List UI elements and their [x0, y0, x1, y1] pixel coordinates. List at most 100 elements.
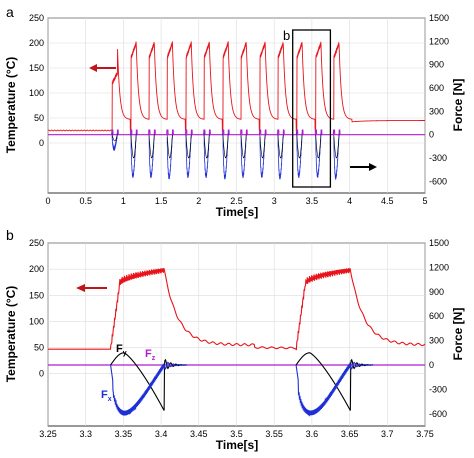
- y-left-tick-label: 250: [29, 238, 44, 248]
- y-right-tick-label: 1500: [429, 238, 449, 248]
- x-tick-label: 3.5: [230, 429, 243, 439]
- y-right-tick-label: 1200: [429, 36, 449, 46]
- series-fz: [48, 129, 425, 136]
- label-fy: Fy: [116, 343, 127, 357]
- x-tick-label: 4.5: [381, 196, 394, 206]
- series-fy-pulse: [296, 134, 303, 159]
- x-tick-label: 3.6: [306, 429, 319, 439]
- panel-b: b 3.25 3.3 3.35 3.4 3.45 3.5 3.55 3.6 3.65 3.7 3.7…: [4, 227, 465, 452]
- x-tick-label: 3.35: [115, 429, 133, 439]
- y-right-tick-label: 300: [429, 336, 444, 346]
- series-fy-pulse: [203, 134, 210, 159]
- panel-a-arrow-temperature: [89, 64, 116, 72]
- y-right-tick-label: -600: [429, 409, 447, 419]
- series-fx-b: [110, 361, 187, 416]
- panel-b-ylabel-left: Temperature (°C): [4, 286, 18, 383]
- y-right-tick-label: 0: [429, 360, 434, 370]
- panel-a-arrow-force: [350, 163, 377, 171]
- x-tick-label: 3.5: [306, 196, 319, 206]
- y-left-tick-label: 0: [39, 369, 44, 379]
- series-fy-pulse: [259, 134, 266, 159]
- panel-b-y-ticks-right: -600 -300 0 300 600 900 1200 1500: [429, 238, 449, 419]
- panel-b-y-ticks-left: 0 50 100 150 200 250: [29, 238, 44, 379]
- y-left-tick-label: 250: [29, 13, 44, 23]
- panel-a-ylabel-right: Force [N]: [451, 79, 465, 132]
- y-left-tick-label: 100: [29, 88, 44, 98]
- arrow-force-head: [369, 163, 377, 171]
- panel-a: a 0 0.5 1 1.5 2 2.5 3 3.5 4 4.5 5 050100150200250 …: [4, 4, 465, 219]
- x-tick-label: 0.5: [79, 196, 92, 206]
- y-left-tick-label: 150: [29, 290, 44, 300]
- y-right-tick-label: -300: [429, 153, 447, 163]
- panel-a-ylabel-left: Temperature (°C): [4, 57, 18, 154]
- series-fy-pulse: [277, 134, 284, 159]
- series-fy-pulse: [240, 134, 247, 159]
- series-fy-pulse: [130, 134, 137, 159]
- y-right-tick-label: 300: [429, 106, 444, 116]
- series-fy-pulse: [166, 134, 173, 159]
- series-fy-pulse: [185, 134, 192, 159]
- panel-a-y-ticks-right: -600 -300 0 300 600 900 1200 1500: [429, 13, 449, 186]
- panel-a-grid: [47, 17, 426, 193]
- y-right-tick-label: 900: [429, 60, 444, 70]
- series-fx-pulse: [277, 134, 284, 180]
- y-right-tick-label: 0: [429, 130, 434, 140]
- y-right-tick-label: 600: [429, 311, 444, 321]
- x-tick-label: 3.65: [341, 429, 359, 439]
- panel-b-arrow-temperature: [76, 284, 107, 292]
- panel-a-y-ticks-left: 0 50 100 150 200 250: [29, 13, 44, 148]
- y-right-tick-label: 600: [429, 83, 444, 93]
- arrow-temp-head: [89, 64, 97, 72]
- panel-b-xlabel: Time[s]: [216, 438, 258, 452]
- x-tick-label: 2: [196, 196, 201, 206]
- x-tick-label: 1: [121, 196, 126, 206]
- panel-b-ylabel-right: Force [N]: [451, 308, 465, 361]
- series-fy-pulse: [222, 134, 229, 159]
- y-right-tick-label: 1200: [429, 262, 449, 272]
- panel-a-xlabel: Time[s]: [216, 205, 258, 219]
- y-right-tick-label: -600: [429, 176, 447, 186]
- y-right-tick-label: 1500: [429, 13, 449, 23]
- series-fx-pulse: [185, 134, 192, 178]
- x-tick-label: 3.45: [190, 429, 208, 439]
- y-left-tick-label: 200: [29, 38, 44, 48]
- x-tick-label: 1.5: [155, 196, 168, 206]
- x-tick-label: 5: [422, 196, 427, 206]
- arrow-temp-b-head: [76, 284, 85, 292]
- series-temperature-b: [48, 268, 426, 351]
- panel-a-letter: a: [6, 4, 14, 20]
- y-left-tick-label: 200: [29, 264, 44, 274]
- series-fy-pulse: [111, 134, 118, 142]
- series-fx-pulse: [203, 132, 210, 178]
- series-fx-pulse: [111, 132, 118, 151]
- y-right-tick-label: -300: [429, 384, 447, 394]
- x-tick-label: 3.3: [79, 429, 92, 439]
- y-left-tick-label: 100: [29, 316, 44, 326]
- x-tick-label: 3.55: [265, 429, 283, 439]
- x-tick-label: 3.25: [39, 429, 57, 439]
- panel-a-series: [47, 41, 425, 180]
- x-tick-label: 3.4: [155, 429, 168, 439]
- series-fx-pulse: [166, 134, 173, 180]
- label-fz: Fz: [145, 348, 156, 362]
- series-fy-pulse: [333, 134, 340, 159]
- series-fx-pulse: [259, 134, 266, 178]
- panel-b-letter: b: [6, 227, 14, 243]
- panel-b-series: [48, 268, 426, 418]
- x-tick-label: 3: [272, 196, 277, 206]
- series-fy-pulse: [315, 134, 322, 159]
- x-tick-label: 3.7: [381, 429, 394, 439]
- y-left-tick-label: 50: [34, 113, 44, 123]
- panel-b-x-ticks: 3.25 3.3 3.35 3.4 3.45 3.5 3.55 3.6 3.65 3.7 3.75: [39, 429, 434, 439]
- panel-a-x-ticks: 0 0.5 1 1.5 2 2.5 3 3.5 4 4.5 5: [45, 196, 427, 206]
- x-tick-label: 2.5: [230, 196, 243, 206]
- label-fx: Fx: [101, 389, 112, 403]
- panel-a-box-label: b: [283, 28, 290, 43]
- series-fx-b: [295, 361, 373, 418]
- y-right-tick-label: 900: [429, 287, 444, 297]
- x-tick-label: 0: [45, 196, 50, 206]
- panel-b-grid: [47, 242, 426, 426]
- series-fy-pulse: [148, 134, 155, 159]
